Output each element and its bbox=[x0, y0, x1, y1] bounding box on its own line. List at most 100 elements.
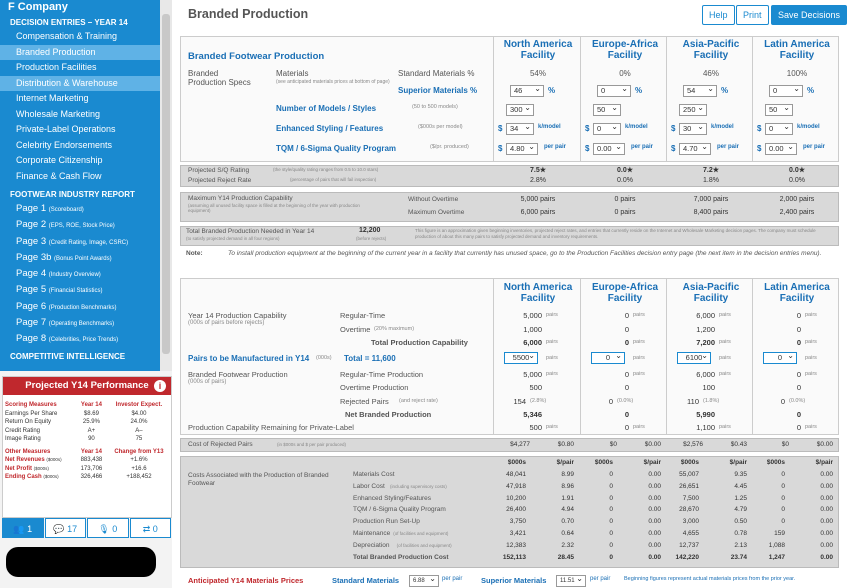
nav-page-5[interactable]: Page 5 (Financial Statistics) bbox=[0, 282, 172, 298]
bfp-note: (000s of pairs) bbox=[188, 379, 227, 385]
tool-comments[interactable]: 💬 17 bbox=[44, 518, 86, 538]
models-label: Number of Models / Styles bbox=[276, 104, 377, 113]
ptm-input-3[interactable]: 0 bbox=[763, 351, 797, 364]
pairs-unit: pairs bbox=[805, 424, 817, 430]
rej-cost-pp-3: $0.00 bbox=[816, 441, 833, 448]
bfp-label: Branded Footwear Production bbox=[188, 370, 288, 379]
ptm-input-1[interactable]: 0 bbox=[591, 351, 625, 364]
perf-cell: 90 bbox=[88, 436, 95, 442]
info-icon[interactable]: i bbox=[154, 380, 166, 392]
needed-val: 12,200 bbox=[359, 227, 381, 234]
tqm-select-1[interactable]: 0.00 bbox=[593, 142, 625, 155]
page-label: Page 4 bbox=[16, 268, 47, 280]
sup-price-select[interactable]: 11.51 bbox=[556, 574, 586, 587]
tqm-select-0[interactable]: 4.80 bbox=[506, 142, 538, 155]
page-desc: (Financial Statistics) bbox=[48, 288, 103, 295]
perf-row: Return On Equity 25.9% 24.0% bbox=[3, 418, 171, 427]
nav-page-7[interactable]: Page 7 (Operating Benchmarks) bbox=[0, 315, 172, 331]
save-decisions-button[interactable]: Save Decisions bbox=[771, 5, 848, 25]
costpp-2-2: 1.25 bbox=[734, 494, 747, 502]
costpp-3-3: 0.00 bbox=[820, 506, 833, 514]
styling-select-1[interactable]: 0 bbox=[593, 122, 621, 135]
val-otp: 500 bbox=[529, 383, 542, 392]
styling-select-3[interactable]: 0 bbox=[765, 122, 793, 135]
page-label: Page 5 bbox=[16, 284, 47, 296]
nav-item-9[interactable]: Finance & Cash Flow bbox=[16, 170, 102, 181]
styling-select-2[interactable]: 30 bbox=[679, 122, 707, 135]
nav-item-3[interactable]: Distribution & Warehouse bbox=[0, 75, 172, 91]
models-select-3[interactable]: 50 bbox=[765, 103, 793, 116]
costpp-0-1: 8.96 bbox=[561, 482, 574, 490]
tqm-note: ($/pr. produced) bbox=[430, 144, 469, 150]
nav-item-7[interactable]: Celebrity Endorsements bbox=[16, 139, 113, 150]
facility-header-b-2: Asia-Pacific Facility bbox=[682, 282, 740, 304]
costpp-3-0: 0.00 bbox=[820, 471, 833, 478]
superior-materials-select-1[interactable]: 0 bbox=[597, 84, 631, 97]
val-rt: 5,000 bbox=[523, 311, 542, 320]
nav-scrollbar[interactable] bbox=[160, 0, 172, 371]
nav-item-5[interactable]: Wholesale Marketing bbox=[16, 108, 101, 119]
models-select-0[interactable]: 300 bbox=[506, 103, 534, 116]
nav-item-2[interactable]: Production Facilities bbox=[16, 62, 97, 72]
models-select-1[interactable]: 50 bbox=[593, 103, 621, 116]
perf-table: Scoring Measures Year 14 Investor Expect. E… bbox=[3, 395, 171, 482]
cost-3-3: 0 bbox=[781, 506, 785, 514]
cost-row-note-5: (of facilities and equipment) bbox=[393, 531, 449, 536]
scrollbar-thumb[interactable] bbox=[162, 14, 170, 354]
mo-val-2: 8,400 pairs bbox=[693, 209, 729, 216]
sq-val-1: 0.0★ bbox=[616, 167, 633, 174]
tqm-select-2[interactable]: 4.70 bbox=[679, 142, 711, 155]
dollar-sign: $ bbox=[757, 144, 762, 153]
nav-page-0[interactable]: Page 1 (Scoreboard) bbox=[0, 201, 172, 217]
col-sep bbox=[752, 37, 753, 161]
cost-3-5: 159 bbox=[774, 530, 785, 537]
pairs-unit: pairs bbox=[805, 339, 817, 345]
comments-icon: 💬 bbox=[53, 524, 68, 534]
help-button[interactable]: Help bbox=[702, 5, 735, 25]
pairs-unit: pairs bbox=[719, 424, 731, 430]
styling-select-0[interactable]: 34 bbox=[506, 122, 534, 135]
cost-row-label-3: TQM / 6-Sigma Quality Program bbox=[353, 506, 446, 514]
sq-rating-band bbox=[180, 165, 839, 187]
tool-retweet[interactable]: ⇄ 0 bbox=[129, 518, 171, 538]
wo-val-2: 7,000 pairs bbox=[693, 196, 729, 203]
ptm-input-0[interactable]: 5500 bbox=[504, 351, 538, 364]
cost-row-note-1: (including supervisory costs) bbox=[390, 483, 447, 489]
nav-page-4[interactable]: Page 4 (Industry Overview) bbox=[0, 266, 172, 282]
nav-page-6[interactable]: Page 6 (Production Benchmarks) bbox=[0, 299, 172, 315]
footer-std: Standard Materials bbox=[332, 576, 400, 585]
nav-item-0[interactable]: Compensation & Training bbox=[16, 31, 118, 41]
tool-microphone[interactable]: 🎙 0 bbox=[87, 518, 129, 538]
superior-materials-select-2[interactable]: 54 bbox=[683, 84, 717, 97]
superior-materials-select-3[interactable]: 0 bbox=[769, 84, 803, 97]
ptm-input-2[interactable]: 6100 bbox=[677, 351, 711, 364]
pairs-unit: pairs bbox=[546, 355, 558, 361]
tot-label: Total Production Capability bbox=[371, 338, 468, 347]
rej-cost-pp-0: $0.80 bbox=[557, 441, 574, 448]
tqm-select-3[interactable]: 0.00 bbox=[765, 142, 797, 155]
nav-page-2[interactable]: Page 3 (Credit Rating, Image, CSRC) bbox=[0, 234, 172, 250]
nav-page-1[interactable]: Page 2 (EPS, ROE, Stock Price) bbox=[0, 217, 172, 233]
perf-cell: Investor Expect. bbox=[115, 402, 163, 408]
nav-item-4[interactable]: Internet Marketing bbox=[16, 93, 89, 103]
nav-page-3[interactable]: Page 3b (Bonus Point Awards) bbox=[0, 250, 172, 266]
page-title: Branded Production bbox=[188, 7, 309, 21]
nav-page-8[interactable]: Page 8 (Celebrities, Price Trends) bbox=[0, 331, 172, 347]
superior-materials-select-0[interactable]: 46 bbox=[510, 84, 544, 97]
std-price-select[interactable]: 6.88 bbox=[409, 574, 439, 587]
nav-item-1[interactable]: Branded Production bbox=[0, 44, 172, 60]
cost-3-1: 0 bbox=[781, 482, 785, 490]
sup-label: Superior Materials % bbox=[398, 86, 478, 95]
val-nbp: 0 bbox=[624, 410, 629, 419]
perf-cell: A– bbox=[135, 427, 143, 434]
nav-item-8[interactable]: Corporate Citizenship bbox=[16, 155, 103, 165]
tool-users[interactable]: 👥 1 bbox=[2, 518, 44, 538]
facility-header-3: Latin America Facility bbox=[764, 39, 830, 61]
perf-row: Image Rating 90 75 bbox=[3, 435, 171, 444]
facility-header-b-1: Europe-Africa Facility bbox=[591, 282, 659, 304]
val-rt: 0 bbox=[796, 311, 801, 320]
costpp-0-0: 8.99 bbox=[561, 471, 574, 478]
print-button[interactable]: Print bbox=[736, 5, 769, 25]
nav-item-6[interactable]: Private-Label Operations bbox=[16, 124, 116, 134]
models-select-2[interactable]: 250 bbox=[679, 103, 707, 116]
